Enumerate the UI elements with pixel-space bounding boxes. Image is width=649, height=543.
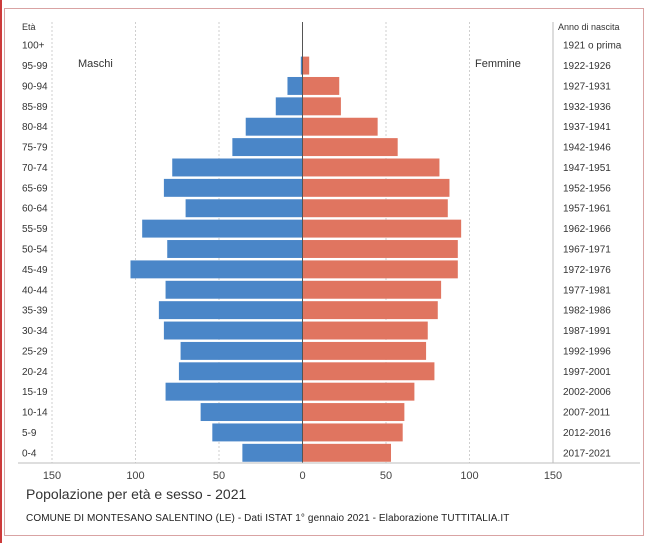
female-bar bbox=[302, 301, 438, 320]
x-tick-label: 50 bbox=[213, 470, 225, 482]
female-bar bbox=[302, 403, 405, 422]
male-bar bbox=[158, 301, 303, 320]
female-series-label: Femmine bbox=[475, 58, 521, 70]
female-bar bbox=[302, 382, 415, 401]
birth-year-label: 1947-1951 bbox=[563, 163, 611, 174]
male-bar bbox=[163, 321, 303, 340]
birth-year-label: 2002-2006 bbox=[563, 387, 611, 398]
male-bar bbox=[287, 76, 303, 95]
age-label: 100+ bbox=[22, 41, 45, 52]
female-bar bbox=[302, 423, 403, 442]
female-bar bbox=[302, 117, 378, 136]
male-bar bbox=[245, 117, 303, 136]
age-label: 50-54 bbox=[22, 245, 48, 256]
male-bar bbox=[130, 260, 303, 279]
age-label: 75-79 bbox=[22, 143, 48, 154]
female-bar bbox=[302, 260, 458, 279]
female-bar bbox=[302, 56, 310, 75]
male-bar bbox=[242, 443, 303, 462]
age-label: 30-34 bbox=[22, 326, 48, 337]
birth-year-label: 1972-1976 bbox=[563, 265, 611, 276]
birth-year-label: 2012-2016 bbox=[563, 428, 611, 439]
birth-year-label: 2007-2011 bbox=[563, 408, 611, 419]
female-bar bbox=[302, 138, 398, 157]
birth-year-label: 1927-1931 bbox=[563, 81, 611, 92]
male-bar bbox=[275, 97, 303, 116]
age-label: 60-64 bbox=[22, 204, 48, 215]
female-bar bbox=[302, 240, 458, 258]
male-bar bbox=[142, 219, 303, 238]
birth-year-label: 1932-1936 bbox=[563, 102, 611, 113]
age-label: 5-9 bbox=[22, 428, 37, 439]
male-bar bbox=[185, 199, 303, 218]
birth-year-header: Anno di nascita bbox=[558, 22, 620, 32]
female-bar bbox=[302, 178, 450, 197]
birth-year-label: 1967-1971 bbox=[563, 245, 611, 256]
female-bar bbox=[302, 76, 340, 95]
x-tick-label: 100 bbox=[126, 470, 144, 482]
female-bar bbox=[302, 158, 440, 177]
male-bar bbox=[180, 341, 303, 360]
female-bar bbox=[302, 443, 392, 462]
birth-year-label: 1997-2001 bbox=[563, 367, 611, 378]
age-label: 0-4 bbox=[22, 448, 37, 459]
x-tick-label: 0 bbox=[299, 470, 305, 482]
birth-year-label: 1987-1991 bbox=[563, 326, 611, 337]
male-bar bbox=[232, 138, 303, 157]
birth-year-label: 1922-1926 bbox=[563, 61, 611, 72]
left-edge-accent bbox=[0, 0, 2, 543]
age-label: 25-29 bbox=[22, 346, 48, 357]
age-label: 65-69 bbox=[22, 183, 48, 194]
male-bar bbox=[212, 423, 303, 442]
birth-year-label: 1962-1966 bbox=[563, 224, 611, 235]
male-bar bbox=[167, 240, 303, 258]
age-label: 55-59 bbox=[22, 224, 48, 235]
chart-title: Popolazione per età e sesso - 2021 bbox=[26, 486, 247, 502]
birth-year-label: 1921 o prima bbox=[563, 41, 622, 52]
male-bar bbox=[163, 178, 303, 197]
chart-subtitle: COMUNE DI MONTESANO SALENTINO (LE) - Dat… bbox=[26, 513, 510, 524]
age-label: 35-39 bbox=[22, 306, 48, 317]
x-tick-label: 150 bbox=[544, 470, 562, 482]
x-tick-label: 100 bbox=[460, 470, 478, 482]
male-bar bbox=[165, 382, 303, 401]
birth-year-label: 1957-1961 bbox=[563, 204, 611, 215]
male-series-label: Maschi bbox=[78, 58, 113, 70]
age-label: 85-89 bbox=[22, 102, 48, 113]
female-bar bbox=[302, 219, 462, 238]
male-bar bbox=[178, 362, 303, 381]
female-bar bbox=[302, 280, 442, 299]
birth-year-label: 1992-1996 bbox=[563, 346, 611, 357]
male-bar bbox=[200, 403, 303, 422]
age-label: 45-49 bbox=[22, 265, 48, 276]
birth-year-label: 1977-1981 bbox=[563, 285, 611, 296]
female-bar bbox=[302, 199, 448, 218]
age-label: 80-84 bbox=[22, 122, 48, 133]
birth-year-label: 1982-1986 bbox=[563, 306, 611, 317]
x-tick-label: 50 bbox=[380, 470, 392, 482]
age-label: 90-94 bbox=[22, 81, 48, 92]
birth-year-label: 1952-1956 bbox=[563, 183, 611, 194]
age-label: 15-19 bbox=[22, 387, 48, 398]
male-bar bbox=[300, 56, 303, 75]
age-label: 20-24 bbox=[22, 367, 48, 378]
birth-year-label: 1937-1941 bbox=[563, 122, 611, 133]
male-bar bbox=[165, 280, 303, 299]
age-header: Età bbox=[22, 22, 36, 32]
age-label: 95-99 bbox=[22, 61, 48, 72]
birth-year-label: 1942-1946 bbox=[563, 143, 611, 154]
age-label: 40-44 bbox=[22, 285, 48, 296]
age-label: 70-74 bbox=[22, 163, 48, 174]
age-label: 10-14 bbox=[22, 408, 48, 419]
female-bar bbox=[302, 362, 435, 381]
female-bar bbox=[302, 97, 341, 116]
male-bar bbox=[172, 158, 303, 177]
female-bar bbox=[302, 321, 428, 340]
birth-year-label: 2017-2021 bbox=[563, 448, 611, 459]
x-tick-label: 150 bbox=[43, 470, 61, 482]
female-bar bbox=[302, 341, 427, 360]
